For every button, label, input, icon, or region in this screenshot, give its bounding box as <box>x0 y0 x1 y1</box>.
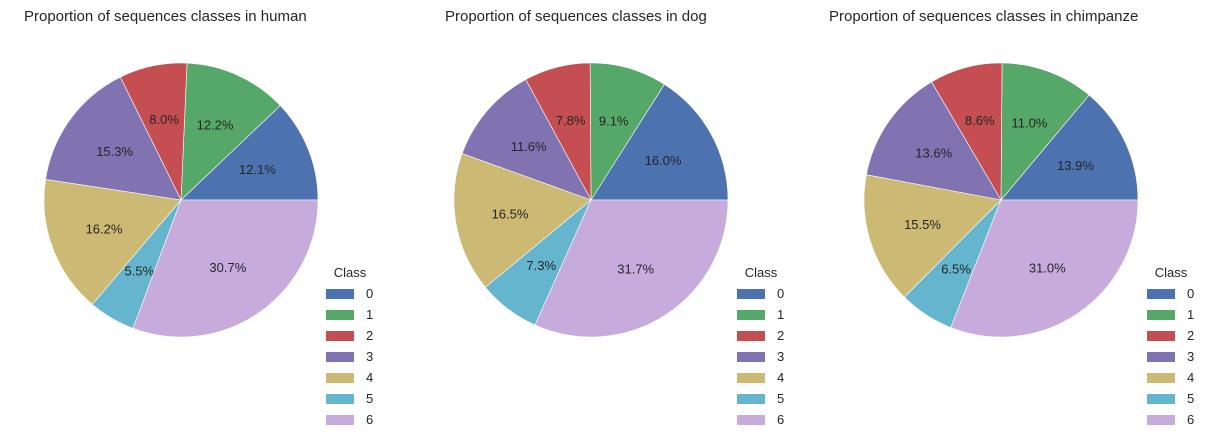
pie-slice-3 <box>45 76 182 201</box>
legend-label: 1 <box>1187 307 1195 322</box>
slice-percent-label: 11.6% <box>511 139 547 154</box>
chart-title: Proportion of sequences classes in human <box>24 8 307 25</box>
legend-swatch <box>737 310 765 320</box>
legend-label: 2 <box>1187 328 1195 343</box>
legend-title: Class <box>1154 265 1188 280</box>
legend-swatch <box>1147 373 1175 383</box>
slice-percent-label: 8.0% <box>149 112 179 127</box>
legend-label: 0 <box>366 286 374 301</box>
legend-swatch <box>1147 289 1175 299</box>
legend-label: 6 <box>777 412 785 427</box>
chart-title: Proportion of sequences classes in dog <box>445 8 707 25</box>
legend-swatch <box>326 289 354 299</box>
legend-title: Class <box>744 265 778 280</box>
slice-percent-label: 9.1% <box>599 113 629 128</box>
pie-panel-human: Proportion of sequences classes in human… <box>0 0 403 443</box>
legend-swatch <box>326 394 354 404</box>
slice-percent-label: 6.5% <box>941 261 971 276</box>
legend-label: 6 <box>1187 412 1195 427</box>
pie-slice-6 <box>534 199 729 338</box>
pie-chart: 13.9% 11.0% 8.6% 13.6% 15.5% 6.5% 31.0% <box>863 62 1139 338</box>
legend-swatch <box>737 394 765 404</box>
legend-label: 3 <box>777 349 785 364</box>
legend-label: 4 <box>366 370 374 385</box>
pie-panel-chimpanze: Proportion of sequences classes in chimp… <box>820 0 1209 443</box>
slice-percent-label: 12.2% <box>197 118 234 133</box>
pie-slice-3 <box>865 81 1002 201</box>
slice-percent-label: 8.6% <box>965 113 995 128</box>
legend-label: 1 <box>366 307 374 322</box>
slice-percent-label: 16.2% <box>86 221 123 236</box>
legend-swatch <box>737 331 765 341</box>
legend-label: 0 <box>777 286 785 301</box>
legend-label: 0 <box>1187 286 1195 301</box>
pie-panel-dog: Proportion of sequences classes in dog 1… <box>410 0 813 443</box>
slice-percent-label: 15.5% <box>904 217 941 232</box>
pie-slice-1 <box>180 62 281 201</box>
legend-swatch <box>1147 415 1175 425</box>
pie-slice-1 <box>589 62 665 202</box>
legend-swatch <box>737 415 765 425</box>
pie-slice-4 <box>43 179 182 305</box>
pie-slice-1 <box>1000 62 1090 201</box>
chart-title: Proportion of sequences classes in chimp… <box>829 8 1139 25</box>
legend-label: 5 <box>1187 391 1195 406</box>
legend-label: 3 <box>1187 349 1195 364</box>
slice-percent-label: 12.1% <box>239 162 276 177</box>
legend-label: 2 <box>366 328 374 343</box>
legend-label: 5 <box>777 391 785 406</box>
pie-slice-0 <box>180 105 319 201</box>
legend-swatch <box>1147 394 1175 404</box>
legend-title: Class <box>333 265 367 280</box>
legend-label: 1 <box>777 307 785 322</box>
legend-swatch <box>326 415 354 425</box>
slice-percent-label: 31.0% <box>1029 260 1066 275</box>
slice-percent-label: 31.7% <box>617 261 654 276</box>
legend-swatch <box>1147 310 1175 320</box>
slice-percent-label: 30.7% <box>209 260 246 275</box>
legend-label: 3 <box>366 349 374 364</box>
legend-label: 4 <box>1187 370 1195 385</box>
legend-swatch <box>737 352 765 362</box>
legend-swatch <box>326 352 354 362</box>
pie-slice-0 <box>590 83 729 201</box>
legend-swatch <box>326 331 354 341</box>
slice-percent-label: 5.5% <box>125 263 155 278</box>
slice-percent-label: 16.5% <box>492 207 529 222</box>
legend-swatch <box>737 373 765 383</box>
slice-percent-label: 7.3% <box>526 258 556 273</box>
pie-slice-0 <box>1000 94 1139 201</box>
slice-percent-label: 13.6% <box>915 145 952 160</box>
pie-chart: 16.0% 9.1% 7.8% 11.6% 16.5% 7.3% 31.7% <box>453 62 729 338</box>
pie-slice-4 <box>453 153 592 288</box>
pie-slice-6 <box>950 199 1139 338</box>
slice-percent-label: 16.0% <box>645 153 682 168</box>
slice-percent-label: 7.8% <box>556 113 586 128</box>
legend-label: 5 <box>366 391 374 406</box>
pie-slice-4 <box>863 174 1002 298</box>
legend-swatch <box>326 373 354 383</box>
slice-percent-label: 11.0% <box>1011 115 1047 130</box>
legend-swatch <box>1147 352 1175 362</box>
legend-label: 6 <box>366 412 374 427</box>
legend-swatch <box>326 310 354 320</box>
slice-percent-label: 15.3% <box>96 144 133 159</box>
slice-percent-label: 13.9% <box>1057 158 1094 173</box>
legend-swatch <box>737 289 765 299</box>
pie-slice-6 <box>132 199 319 338</box>
legend-label: 4 <box>777 370 785 385</box>
legend-swatch <box>1147 331 1175 341</box>
pie-slice-3 <box>461 79 592 201</box>
legend-label: 2 <box>777 328 785 343</box>
pie-chart: 12.1% 12.2% 8.0% 15.3% 16.2% 5.5% 30.7% <box>43 62 319 338</box>
